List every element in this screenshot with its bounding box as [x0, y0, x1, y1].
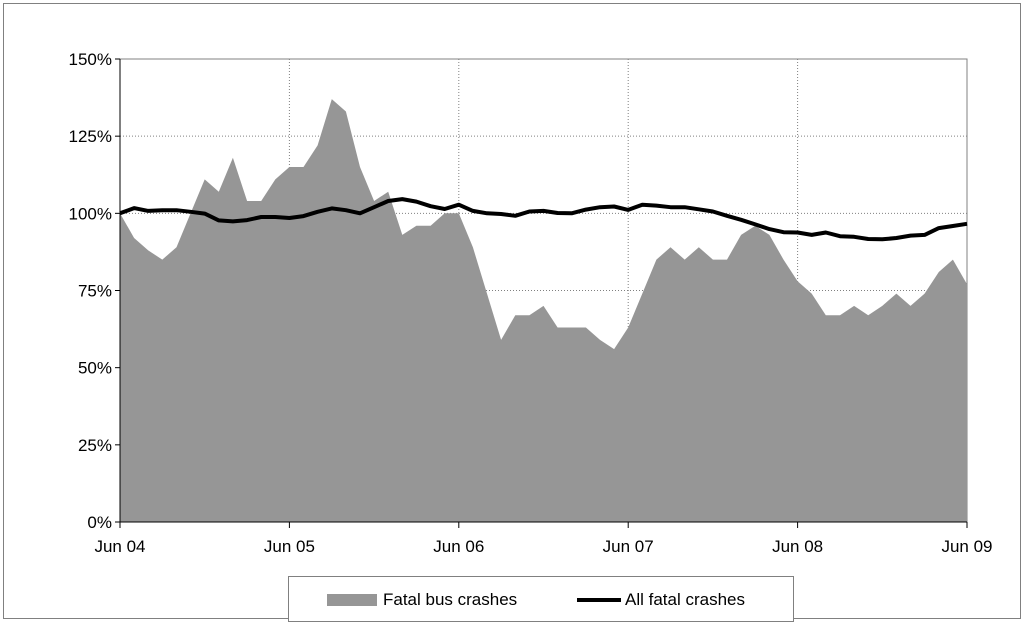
- y-tick-label: 125%: [69, 127, 112, 146]
- legend-swatch-line: [577, 598, 621, 602]
- area-layer: [120, 99, 967, 522]
- y-tick-label: 75%: [78, 282, 112, 301]
- legend-swatch-area: [327, 594, 377, 606]
- legend-item-all-fatal-crashes: All fatal crashes: [577, 590, 745, 610]
- x-tick-label: Jun 06: [433, 537, 484, 556]
- y-tick-label: 0%: [87, 513, 112, 532]
- x-tick-label: Jun 08: [772, 537, 823, 556]
- y-tick-label: 150%: [69, 50, 112, 69]
- axes: [115, 58, 968, 528]
- legend-label-fatal-bus-crashes: Fatal bus crashes: [383, 590, 518, 609]
- legend-label-all-fatal-crashes: All fatal crashes: [625, 590, 745, 609]
- legend-item-fatal-bus-crashes: Fatal bus crashes: [327, 590, 517, 610]
- x-tick-labels: Jun 04 Jun 05 Jun 06 Jun 07 Jun 08 Jun 09: [94, 537, 992, 556]
- x-tick-label: Jun 04: [94, 537, 145, 556]
- y-tick-labels: 0% 25% 50% 75% 100% 125% 150%: [69, 50, 112, 532]
- x-tick-label: Jun 05: [264, 537, 315, 556]
- y-tick-label: 25%: [78, 436, 112, 455]
- y-tick-label: 100%: [69, 204, 112, 223]
- x-tick-label: Jun 07: [603, 537, 654, 556]
- line-all-fatal-crashes: [119, 197, 968, 242]
- area-fatal-bus-crashes: [120, 99, 967, 522]
- line-layer: [119, 197, 968, 242]
- y-tick-label: 50%: [78, 359, 112, 378]
- legend: Fatal bus crashes All fatal crashes: [288, 576, 794, 622]
- x-tick-label: Jun 09: [941, 537, 992, 556]
- chart-svg: 0%25%50%75%100%125%150% Jun 04 Jun 05 Jun …: [69, 50, 993, 556]
